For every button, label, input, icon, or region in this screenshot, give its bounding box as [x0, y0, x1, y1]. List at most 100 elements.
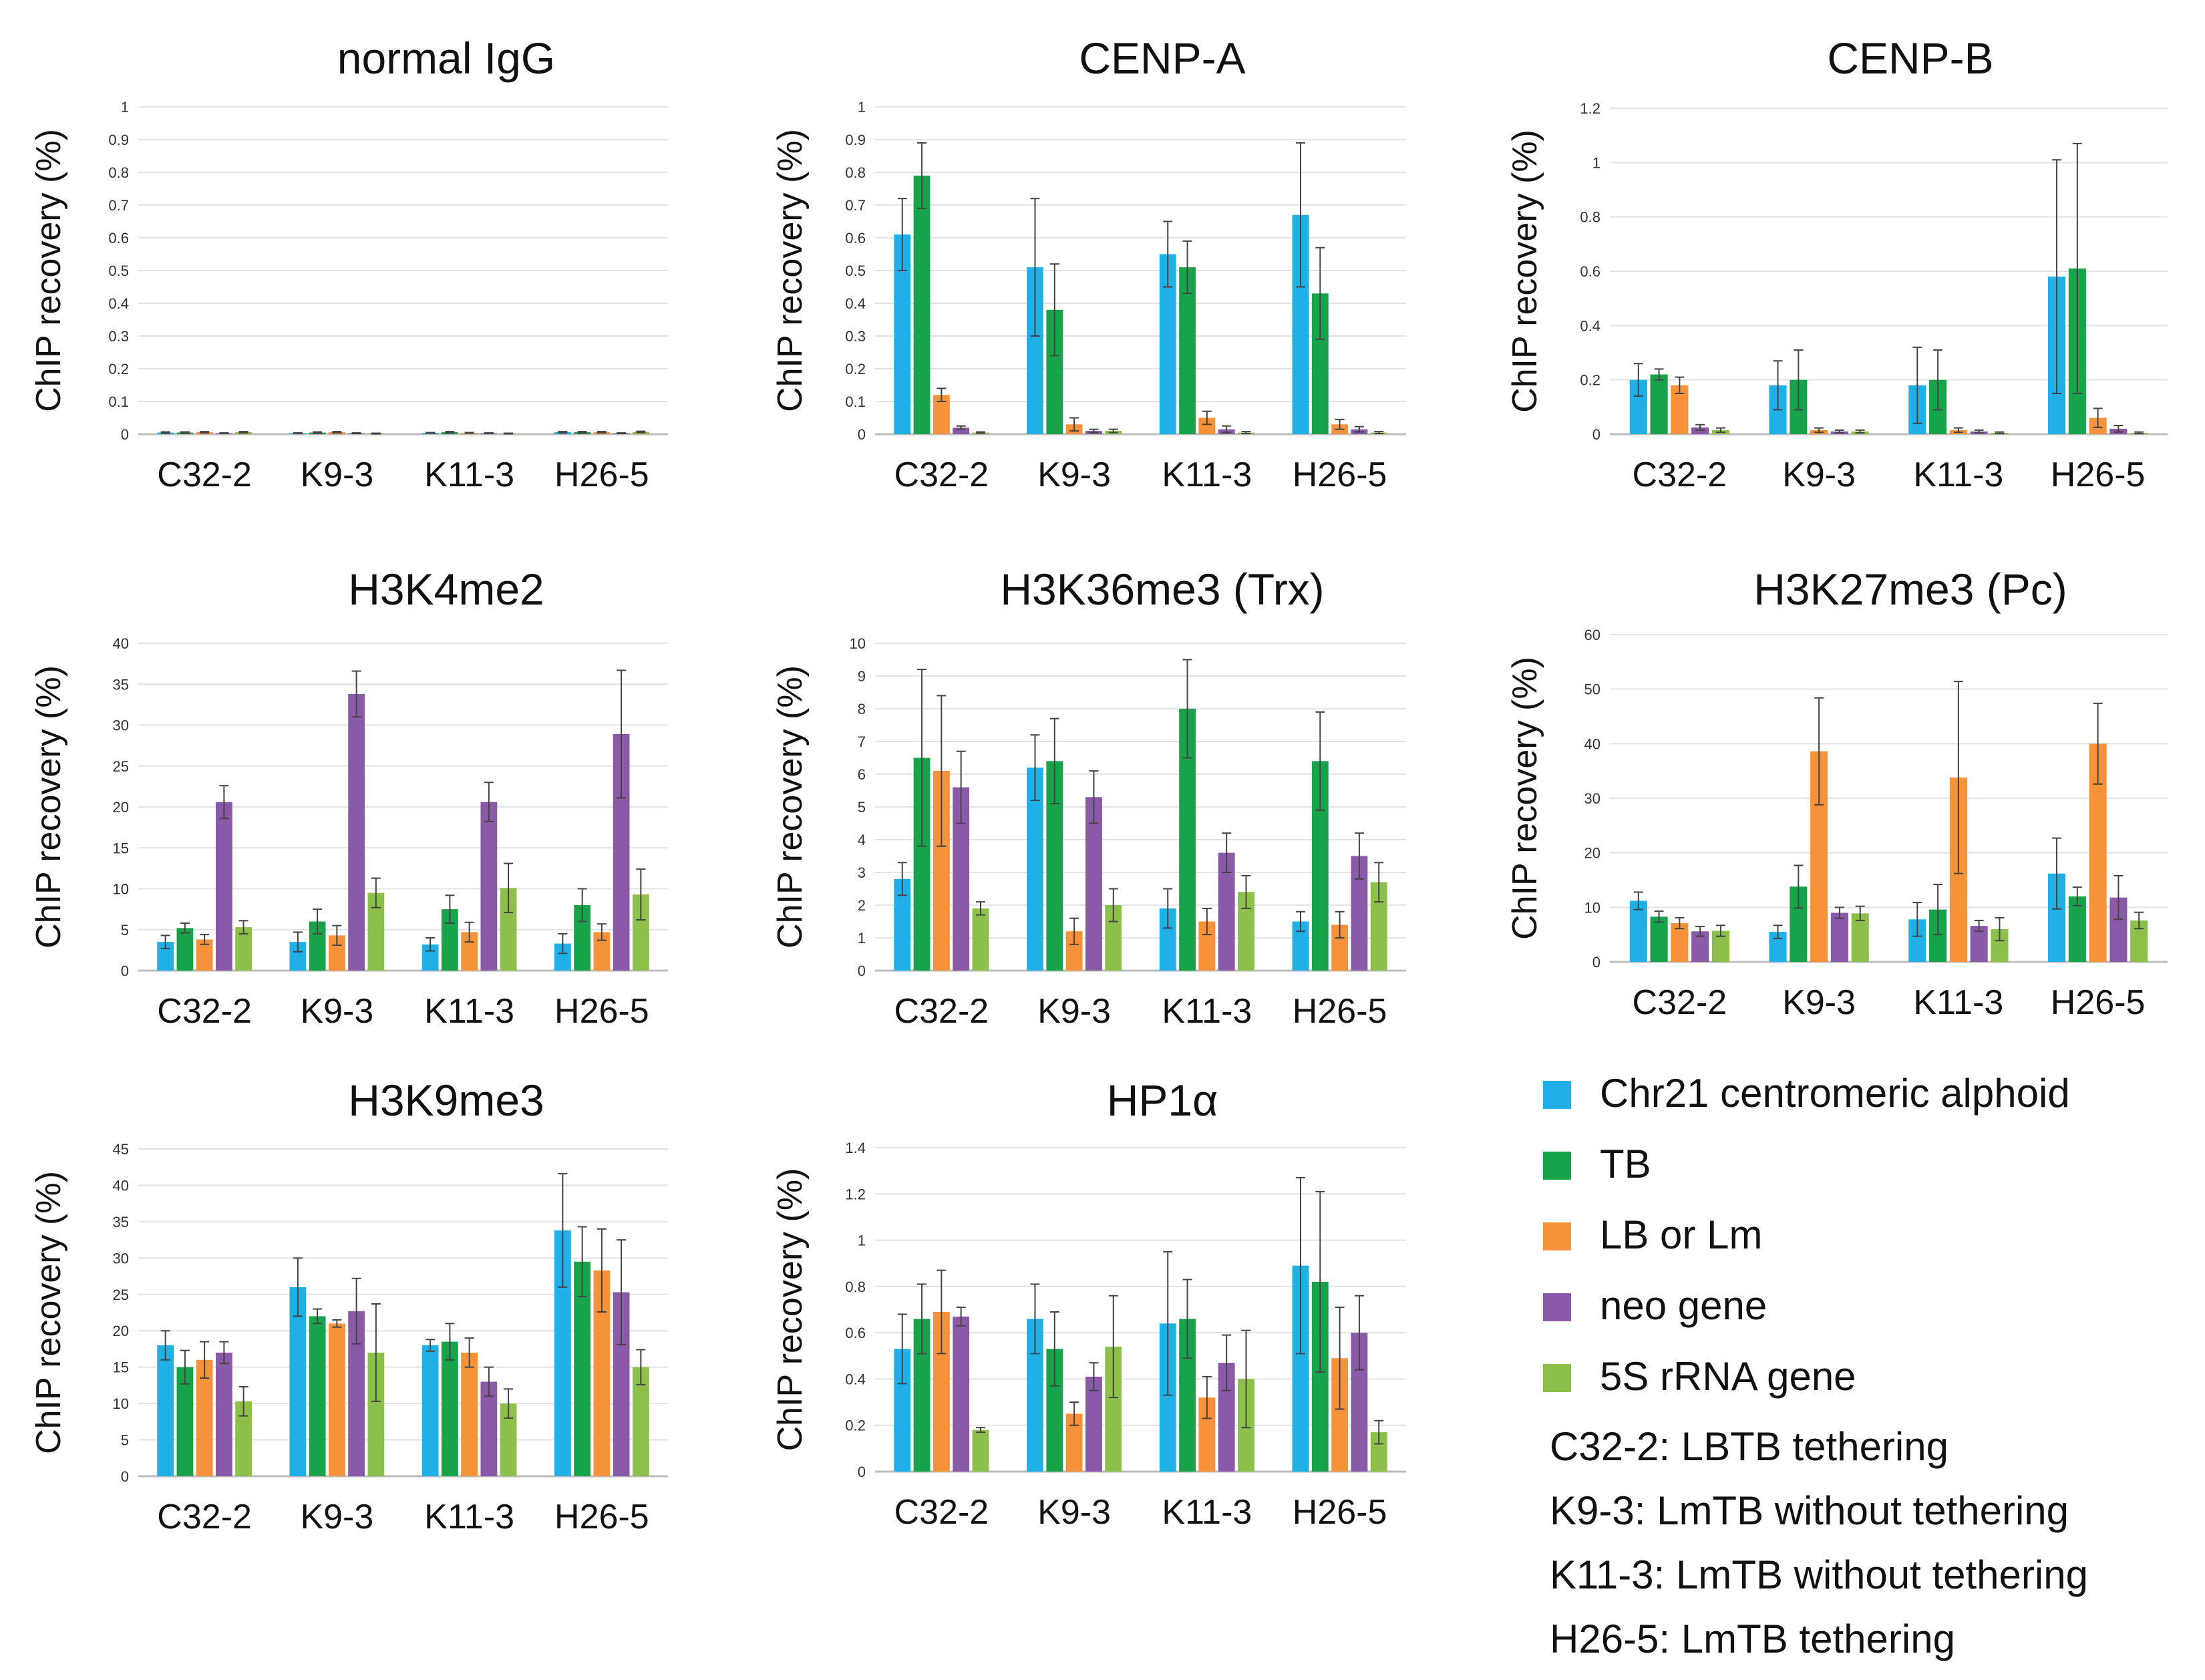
bar: [309, 1316, 326, 1476]
y-tick-label: 30: [113, 1250, 129, 1267]
bar: [1085, 1376, 1102, 1472]
y-tick-label: 3: [858, 864, 866, 881]
y-tick-label: 0.2: [845, 1417, 866, 1434]
legend-label-neo: neo gene: [1600, 1283, 1767, 1328]
bar: [480, 1381, 498, 1476]
bar: [972, 908, 989, 971]
x-tick-label: C32-2: [157, 992, 252, 1031]
y-tick-label: 0: [858, 1464, 866, 1480]
bar: [953, 1316, 970, 1472]
y-tick-label: 2: [858, 897, 866, 914]
y-tick-label: 0.4: [1580, 317, 1600, 334]
legend-swatch-lb: [1543, 1222, 1571, 1250]
y-tick-label: 0.5: [108, 263, 129, 279]
bar: [1671, 923, 1689, 962]
bar: [632, 1367, 649, 1476]
x-tick-label: C32-2: [1633, 983, 1727, 1022]
bar: [574, 1261, 591, 1476]
y-tick-label: 0: [1592, 954, 1600, 971]
bar: [1650, 916, 1668, 962]
y-tick-label: 5: [858, 799, 866, 816]
bar: [196, 1359, 213, 1476]
y-tick-label: 0.8: [845, 164, 866, 181]
y-tick-label: 5: [121, 922, 129, 939]
y-tick-label: 1: [858, 930, 866, 947]
y-tick-label: 0.5: [845, 263, 866, 279]
y-tick-label: 35: [113, 1214, 129, 1230]
y-tick-label: 30: [113, 717, 129, 734]
bar: [913, 175, 930, 434]
chart-title: CENP-A: [1079, 33, 1245, 83]
y-tick-label: 20: [113, 1323, 129, 1339]
bar: [1027, 768, 1043, 971]
legend-label-lb: LB or Lm: [1600, 1212, 1763, 1257]
y-axis-label: ChIP recovery (%): [771, 665, 810, 949]
y-tick-label: 0.2: [845, 361, 866, 377]
chart-title: HP1α: [1107, 1075, 1218, 1125]
legend-label-tb: TB: [1600, 1142, 1651, 1186]
chart-title: normal IgG: [337, 33, 555, 83]
x-tick-label: H26-5: [554, 1498, 649, 1536]
y-tick-label: 0.4: [845, 1371, 866, 1387]
x-tick-label: H26-5: [1293, 1493, 1387, 1532]
legend-swatch-5s: [1543, 1364, 1571, 1392]
x-tick-label: H26-5: [2051, 456, 2146, 494]
bar: [1851, 913, 1869, 962]
x-tick-label: C32-2: [157, 456, 252, 494]
legend: Chr21 centromeric alphoid TB LB or Lm ne…: [1536, 1062, 2191, 1416]
legend-item-lb: LB or Lm: [1536, 1204, 2191, 1275]
bar: [235, 927, 252, 971]
bar: [157, 1345, 174, 1476]
x-tick-label: H26-5: [1293, 456, 1387, 494]
y-tick-label: 25: [113, 1287, 129, 1303]
y-tick-label: 0.7: [845, 197, 866, 214]
y-axis-label: ChIP recovery (%): [29, 665, 68, 949]
y-tick-label: 0.7: [108, 197, 129, 214]
bar: [1629, 900, 1647, 962]
y-axis-label: ChIP recovery (%): [1506, 657, 1544, 940]
y-tick-label: 10: [1584, 899, 1600, 916]
bar: [953, 428, 970, 434]
y-tick-label: 35: [113, 676, 129, 693]
note-k11-3: K11-3: LmTB without tethering: [1550, 1552, 2088, 1597]
legend-item-tb: TB: [1536, 1133, 2191, 1204]
chart-title: CENP-B: [1827, 33, 1993, 83]
bar: [972, 1430, 989, 1472]
y-tick-label: 15: [113, 1359, 129, 1376]
legend-item-5s: 5S rRNA gene: [1536, 1345, 2191, 1416]
y-tick-label: 0: [121, 963, 129, 979]
y-tick-label: 0.1: [108, 393, 129, 410]
note-h26-5: H26-5: LmTB tethering: [1550, 1617, 1955, 1661]
y-tick-label: 8: [858, 701, 866, 717]
x-tick-label: C32-2: [894, 1493, 989, 1532]
x-tick-label: H26-5: [554, 992, 649, 1031]
y-tick-label: 0.3: [845, 328, 866, 345]
y-tick-label: 0: [121, 1468, 129, 1485]
y-tick-label: 9: [858, 668, 866, 685]
y-tick-label: 50: [1584, 681, 1600, 698]
y-tick-label: 0.4: [845, 295, 866, 312]
y-tick-label: 1.2: [845, 1186, 866, 1202]
y-tick-label: 0.8: [1580, 209, 1600, 226]
y-tick-label: 0: [1592, 426, 1600, 443]
y-tick-label: 0.6: [1580, 263, 1600, 280]
bar: [328, 1323, 345, 1476]
x-tick-label: C32-2: [894, 992, 989, 1031]
x-tick-label: K9-3: [1037, 992, 1111, 1031]
y-tick-label: 60: [1584, 627, 1600, 643]
y-tick-label: 1: [858, 99, 866, 116]
y-tick-label: 0.9: [108, 132, 129, 148]
y-tick-label: 1.2: [1580, 100, 1600, 117]
y-tick-label: 7: [858, 733, 866, 750]
bar: [176, 1367, 194, 1476]
bar: [480, 802, 498, 971]
y-tick-label: 0: [858, 963, 866, 979]
x-tick-label: K9-3: [300, 456, 373, 494]
x-tick-label: K11-3: [424, 456, 514, 494]
y-tick-label: 30: [1584, 790, 1600, 807]
bar: [215, 802, 232, 971]
legend-item-chr21: Chr21 centromeric alphoid: [1536, 1062, 2191, 1133]
y-tick-label: 40: [1584, 735, 1600, 752]
y-tick-label: 0.6: [108, 230, 129, 246]
bar: [1085, 797, 1102, 971]
